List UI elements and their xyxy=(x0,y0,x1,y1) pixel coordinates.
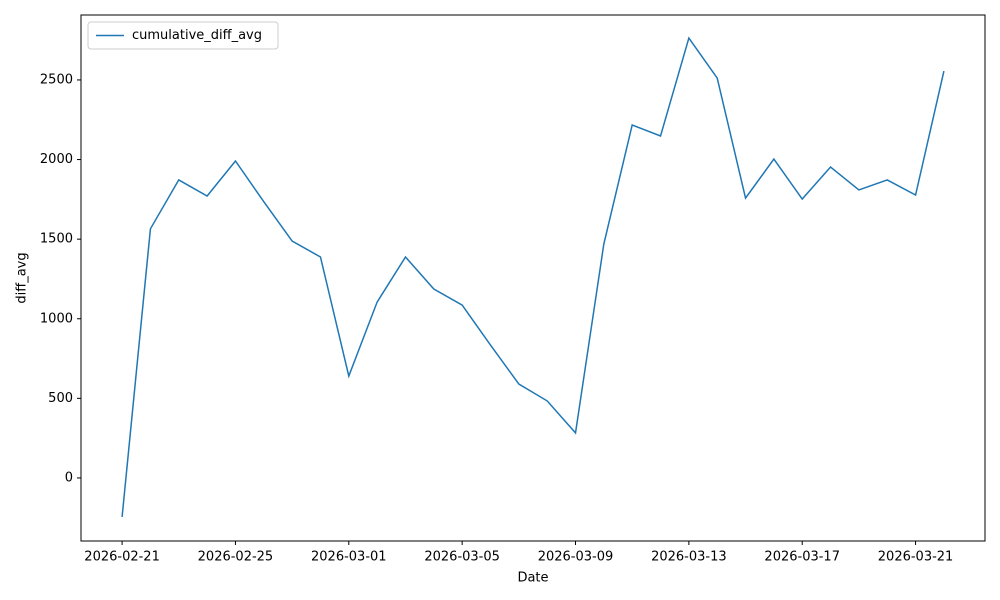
x-tick-label: 2026-03-05 xyxy=(424,550,500,565)
y-tick-label: 1500 xyxy=(40,232,73,247)
x-tick-label: 2026-02-25 xyxy=(198,550,274,565)
x-tick-label: 2026-02-21 xyxy=(84,550,160,565)
y-tick-label: 0 xyxy=(65,470,73,485)
y-tick-label: 2500 xyxy=(40,72,73,87)
y-tick-label: 500 xyxy=(48,391,73,406)
x-axis-label: Date xyxy=(517,571,548,586)
y-tick-label: 1000 xyxy=(40,311,73,326)
x-tick-label: 2026-03-01 xyxy=(311,550,387,565)
legend-box xyxy=(87,21,279,50)
y-tick-label: 2000 xyxy=(40,152,73,167)
y-axis-label: diff_avg xyxy=(15,252,30,303)
x-tick-label: 2026-03-13 xyxy=(651,550,727,565)
data-line xyxy=(121,36,945,518)
legend-label: cumulative_diff_avg xyxy=(132,28,262,43)
x-tick-label: 2026-03-21 xyxy=(878,550,954,565)
plot-frame xyxy=(80,14,986,542)
x-tick-label: 2026-03-17 xyxy=(764,550,840,565)
x-tick-label: 2026-03-09 xyxy=(538,550,614,565)
